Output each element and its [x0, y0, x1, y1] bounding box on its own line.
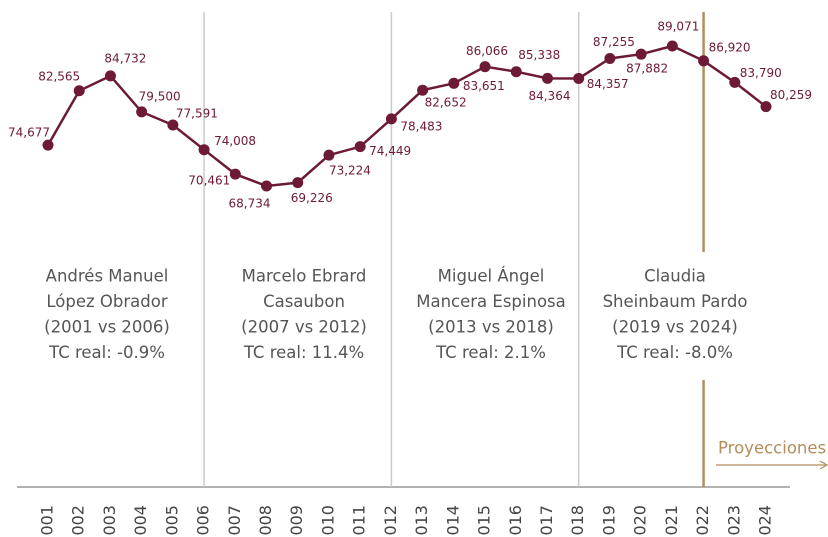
x-tick-label: 016	[506, 505, 525, 536]
data-point	[354, 141, 366, 153]
period-annotation: Sheinbaum Pardo	[603, 292, 748, 311]
period-annotation: Miguel Ángel	[438, 267, 545, 286]
x-tick-label: 015	[475, 505, 494, 536]
period-annotation: López Obrador	[46, 292, 167, 311]
data-label: 80,259	[770, 88, 812, 102]
data-point	[42, 139, 54, 151]
x-tick-label: 011	[350, 505, 369, 536]
period-annotation: Andrés Manuel	[46, 267, 169, 286]
period-annotation: TC real: -0.9%	[48, 343, 165, 362]
x-tick-label: 003	[100, 505, 119, 536]
x-tick-label: 007	[225, 505, 244, 536]
data-label: 68,734	[229, 197, 271, 211]
data-label: 73,224	[329, 164, 371, 178]
period-annotation: Claudia	[644, 267, 706, 286]
period-annotation: (2001 vs 2006)	[44, 318, 170, 337]
data-point	[448, 77, 460, 89]
data-point	[73, 85, 85, 97]
x-tick-label: 013	[412, 505, 431, 536]
data-point	[760, 101, 772, 113]
data-point	[510, 66, 522, 78]
data-label: 84,364	[528, 89, 570, 103]
period-annotation: TC real: -8.0%	[616, 343, 733, 362]
data-label: 89,071	[657, 20, 699, 34]
data-point	[666, 40, 678, 52]
data-point	[261, 180, 273, 192]
data-label: 77,591	[176, 107, 218, 121]
period-annotation: (2007 vs 2012)	[241, 318, 367, 337]
x-tick-label: 014	[443, 505, 462, 536]
projection-label: Proyecciones	[718, 439, 826, 458]
x-tick-label: 023	[724, 505, 743, 536]
data-label: 69,226	[291, 191, 333, 205]
data-label: 79,500	[139, 89, 181, 103]
period-annotation: TC real: 2.1%	[435, 343, 546, 362]
data-label: 78,483	[400, 119, 442, 133]
x-tick-label: 019	[599, 505, 618, 536]
data-point	[198, 144, 210, 156]
data-point	[479, 61, 491, 73]
data-label: 70,461	[188, 174, 230, 188]
period-annotation: TC real: 11.4%	[243, 343, 364, 362]
x-tick-label: 021	[662, 505, 681, 536]
data-point	[323, 149, 335, 161]
x-tick-label: 020	[631, 505, 650, 536]
data-point	[573, 72, 585, 84]
x-tick-label: 012	[381, 505, 400, 536]
data-label: 82,652	[425, 96, 467, 110]
data-point	[167, 119, 179, 131]
data-label: 74,449	[369, 144, 411, 158]
data-label: 74,008	[214, 134, 256, 148]
period-annotation: (2019 vs 2024)	[612, 318, 738, 337]
data-point	[541, 72, 553, 84]
x-tick-label: 017	[537, 505, 556, 536]
data-label: 84,732	[104, 51, 146, 65]
data-label: 87,882	[626, 62, 668, 76]
x-tick-label: 002	[69, 505, 88, 536]
x-tick-label: 024	[756, 505, 775, 536]
x-tick-label: 001	[38, 505, 57, 536]
data-point	[417, 84, 429, 96]
period-annotation: Mancera Espinosa	[416, 292, 566, 311]
data-point	[729, 76, 741, 88]
period-annotation: Casaubon	[263, 292, 345, 311]
data-point	[604, 53, 616, 65]
data-point	[698, 55, 710, 67]
data-label: 85,338	[518, 48, 560, 62]
data-point	[385, 113, 397, 125]
period-annotation: Marcelo Ebrard	[242, 267, 367, 286]
period-annotation: (2013 vs 2018)	[428, 318, 554, 337]
data-label: 86,066	[466, 44, 508, 58]
x-tick-label: 005	[162, 505, 181, 536]
data-point	[229, 168, 241, 180]
x-tick-label: 004	[131, 505, 150, 536]
x-tick-label: 010	[318, 505, 337, 536]
data-point	[292, 177, 304, 189]
x-tick-label: 006	[194, 505, 213, 536]
x-tick-label: 018	[568, 505, 587, 536]
data-label: 84,357	[587, 77, 629, 91]
data-label: 74,677	[8, 126, 50, 140]
x-tick-label: 022	[693, 505, 712, 536]
data-label: 82,565	[38, 69, 80, 83]
data-label: 86,920	[709, 40, 751, 54]
data-point	[635, 48, 647, 60]
data-point	[136, 106, 148, 118]
data-label: 83,790	[740, 66, 782, 80]
data-label: 87,255	[593, 35, 635, 49]
data-point	[104, 70, 116, 82]
data-label: 83,651	[463, 79, 505, 93]
x-tick-label: 009	[287, 505, 306, 536]
projection-arrowhead	[819, 460, 828, 470]
x-tick-label: 008	[256, 505, 275, 536]
